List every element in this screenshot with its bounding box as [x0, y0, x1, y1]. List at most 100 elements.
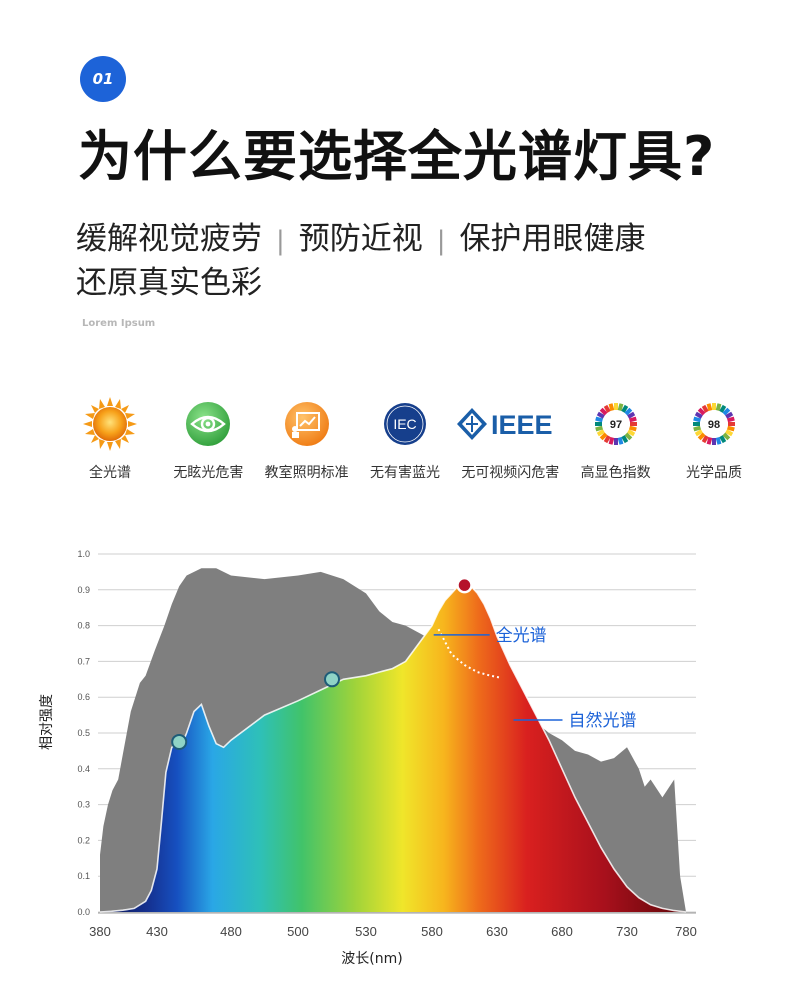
section-number-badge: 01	[80, 56, 126, 102]
cri-ring-segment	[719, 404, 727, 413]
cri-ring-segment	[617, 437, 624, 445]
cri-ring-segment	[628, 416, 637, 423]
y-tick-label: 0.8	[77, 621, 90, 631]
benefit-separator: |	[276, 226, 285, 256]
benefit-item: 预防近视	[298, 221, 423, 257]
cri-ring-segment	[693, 425, 701, 432]
cri-ring-segment	[599, 407, 608, 416]
feature-no-flicker: IEEE 无可视频闪危害	[455, 398, 565, 498]
cri-ring-segment	[715, 437, 722, 445]
feature-label: 教室照明标准	[264, 465, 349, 481]
full-spectrum-legend-label: 全光谱	[496, 626, 547, 646]
cri-ring-segment	[701, 435, 709, 444]
cri-ring-segment	[726, 416, 735, 423]
cri-ring-segment	[706, 403, 713, 411]
feature-label: 无可视频闪危害	[461, 465, 560, 481]
x-tick-label: 530	[355, 924, 377, 939]
full-spectrum-line	[99, 584, 687, 913]
x-tick-label: 730	[616, 924, 638, 939]
feature-full-spectrum: 全光谱	[62, 397, 158, 498]
y-tick-label: 0.9	[77, 585, 90, 595]
full-spectrum-area	[100, 585, 686, 912]
page-title: 为什么要选择全光谱灯具?	[78, 125, 716, 188]
benefit-item: 还原真实色彩	[76, 265, 262, 301]
cri-ring-segment	[722, 407, 731, 416]
cri-ring-segment	[693, 416, 701, 423]
cri-ring-segment	[715, 403, 722, 411]
benefits-row-2: 还原真实色彩	[76, 262, 766, 304]
feature-label: 全光谱	[89, 465, 131, 481]
cri-ring-segment	[626, 411, 635, 419]
x-tick-label: 480	[220, 924, 242, 939]
cri-ring-segment	[608, 437, 614, 445]
ieee-logo-icon: IEEE	[455, 398, 565, 450]
cri-value-text: 98	[708, 419, 720, 431]
benefit-item: 保护用眼健康	[459, 221, 646, 257]
data-marker	[171, 733, 188, 750]
ieee-logo-text: IEEE	[491, 410, 553, 440]
y-axis-label: 相对强度	[39, 694, 55, 750]
benefit-item: 缓解视觉疲劳	[76, 221, 262, 257]
cri-ring-segment	[617, 403, 624, 411]
x-tick-label: 430	[146, 924, 168, 939]
x-tick-label: 380	[89, 924, 111, 939]
cri-ring-segment	[620, 404, 628, 413]
cri-ring-segment	[603, 404, 611, 413]
natural-spectrum-legend-label: 自然光谱	[569, 711, 637, 731]
cri-ring-segment	[628, 425, 637, 432]
feature-no-blue-hazard: IEC 无有害蓝光	[357, 398, 453, 498]
x-tick-label: 680	[551, 924, 573, 939]
x-tick-label: 630	[486, 924, 508, 939]
benefit-separator: |	[436, 226, 446, 256]
cri-ring-segment	[694, 429, 703, 437]
feature-classroom-standard: 教室照明标准	[259, 398, 355, 498]
cri-ring-segment	[701, 404, 709, 413]
y-tick-label: 0.0	[77, 907, 90, 917]
cri-value-text: 97	[610, 419, 622, 431]
y-tick-label: 0.5	[77, 728, 90, 738]
classroom-board-icon	[277, 398, 337, 450]
cri-ring-segment	[694, 411, 703, 419]
cri-ring-segment	[624, 407, 632, 416]
cri-ring-segment	[626, 429, 635, 437]
y-tick-label: 0.2	[77, 835, 90, 845]
cri-ring-segment	[620, 435, 628, 444]
cri-center	[701, 412, 726, 436]
iec-logo-text: IEC	[393, 416, 416, 432]
cri-ring-segment	[603, 435, 611, 444]
y-tick-label: 0.4	[77, 764, 90, 774]
y-tick-label: 0.1	[77, 871, 90, 881]
peak-marker	[456, 576, 473, 594]
feature-label: 无眩光危害	[173, 465, 244, 481]
cri-ring-segment	[726, 425, 735, 432]
feature-optical-quality: 98 光学品质	[666, 398, 762, 498]
cri-ring-segment	[599, 432, 608, 441]
spectrum-chart: 全光谱自然光谱 0.0 0.1 0.2 0.3 0.4 0.5 0.6 0.7 0.8 0.9 1.…	[0, 530, 790, 980]
cri-ring-segment	[594, 416, 603, 423]
x-tick-label: 580	[421, 924, 443, 939]
cri-ring-segment	[697, 432, 706, 441]
benefits-list: 缓解视觉疲劳 | 预防近视 | 保护用眼健康 还原真实色彩	[76, 218, 766, 304]
cri-ring-segment	[725, 429, 734, 437]
cri-98-icon: 98	[684, 398, 744, 450]
cri-center	[603, 412, 628, 436]
feature-no-glare: 无眩光危害	[160, 398, 256, 498]
sun-icon	[80, 397, 140, 451]
cri-ring-segment	[719, 435, 727, 444]
cri-ring-segment	[596, 411, 605, 419]
data-marker	[324, 671, 340, 688]
benefits-row-1: 缓解视觉疲劳 | 预防近视 | 保护用眼健康	[76, 218, 766, 262]
lorem-caption: Lorem Ipsum	[82, 318, 156, 329]
y-tick-label: 0.7	[77, 656, 90, 666]
cri-ring-segment	[697, 407, 706, 416]
y-tick-label: 0.6	[77, 692, 90, 702]
x-axis-label: 波长(nm)	[341, 951, 402, 967]
y-tick-label: 1.0	[77, 549, 90, 559]
cri-ring-segment	[624, 432, 632, 441]
cri-ring-segment	[594, 425, 603, 432]
y-tick-label: 0.3	[77, 800, 90, 810]
feature-icons-row: 全光谱 无眩光危害 教室照明标准	[62, 397, 762, 498]
feature-label: 高显色指数	[580, 465, 651, 481]
x-tick-label: 780	[675, 924, 697, 939]
